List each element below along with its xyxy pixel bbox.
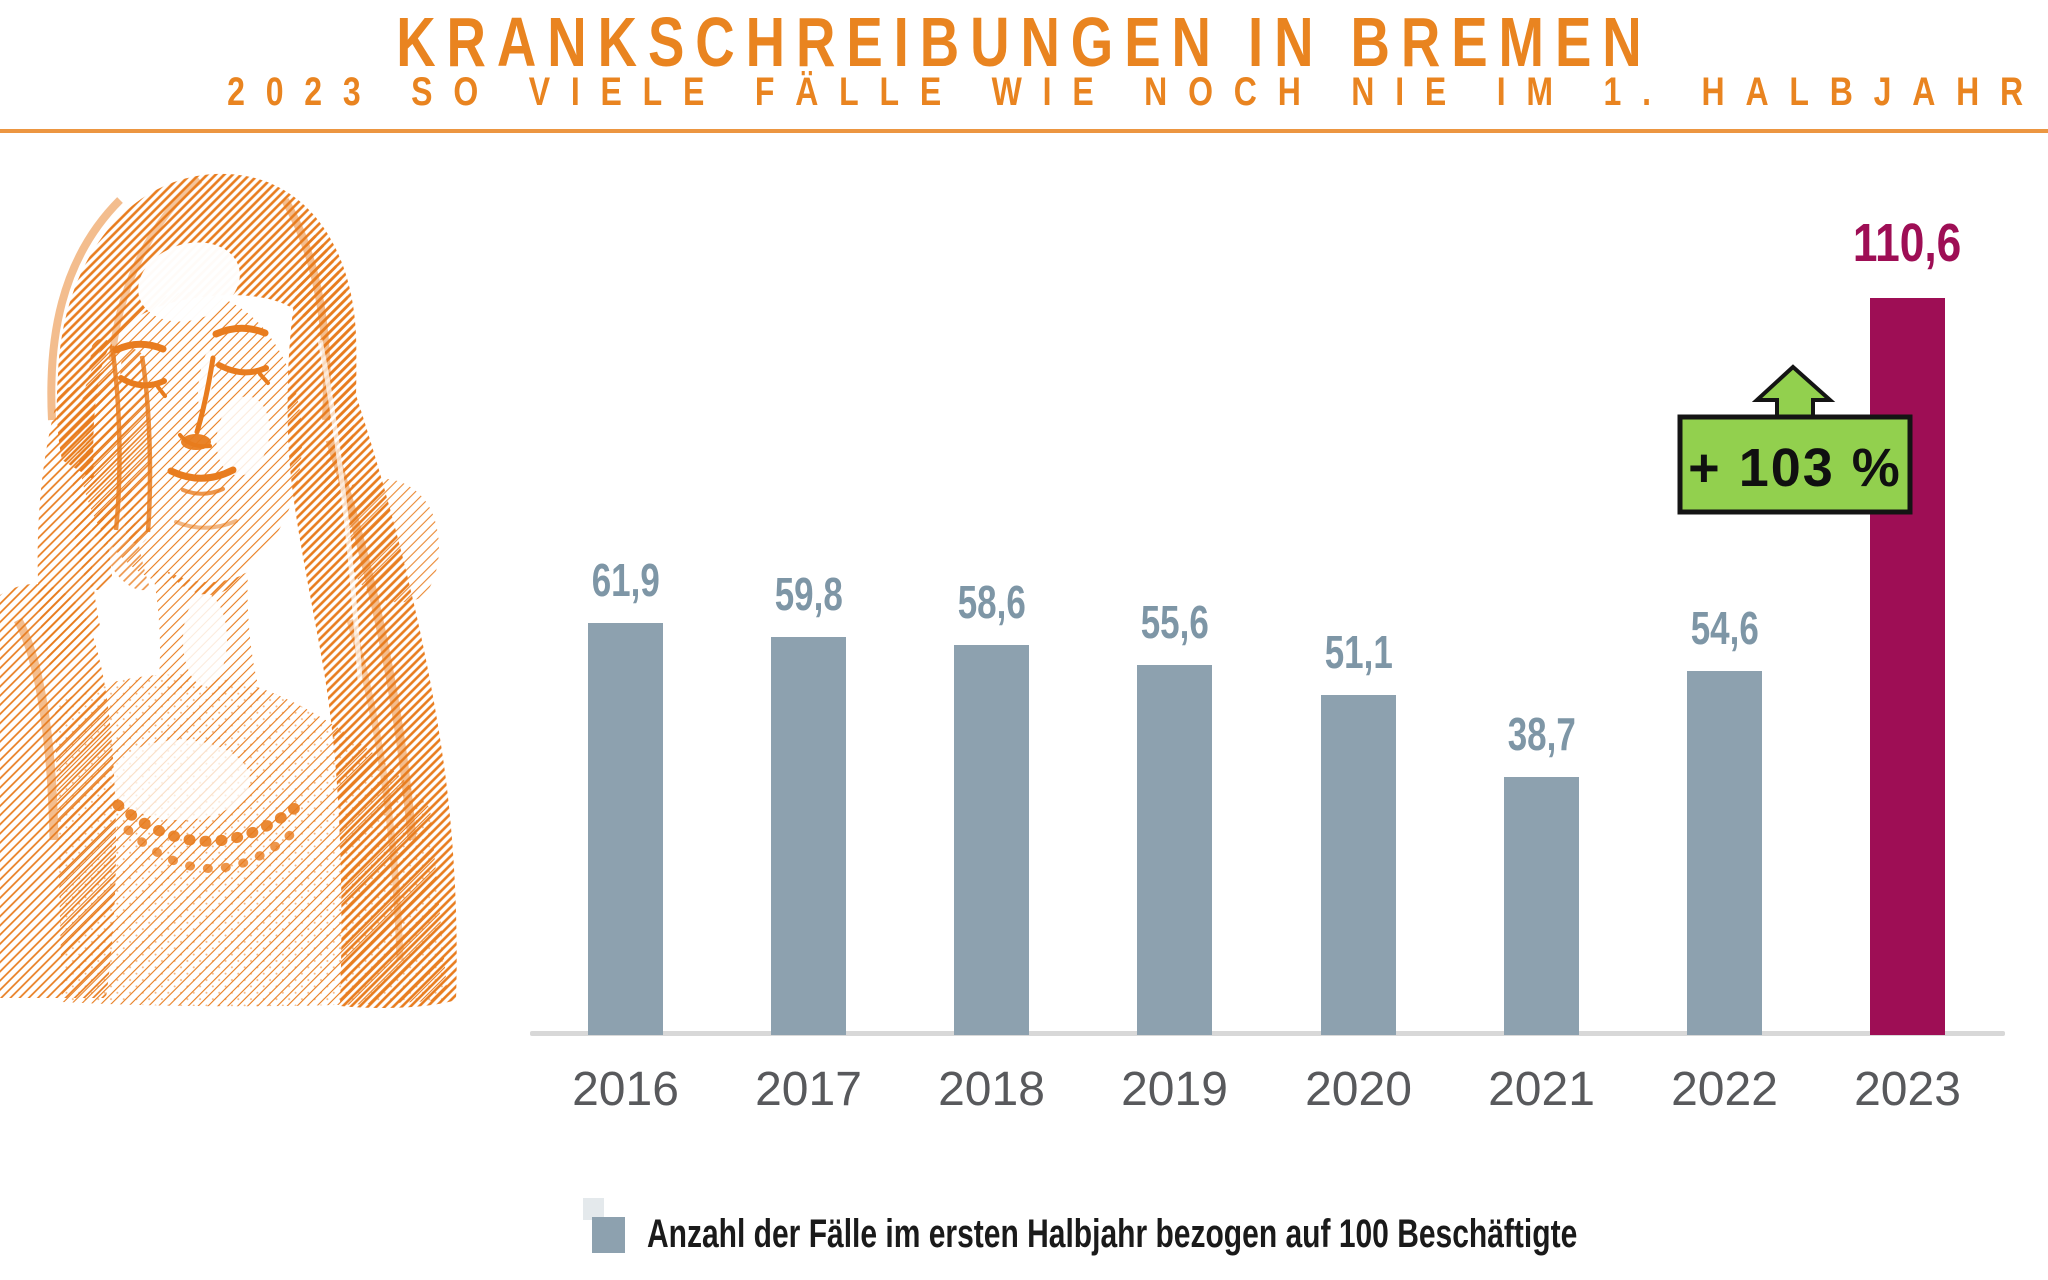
nostril-shadow [181,434,211,450]
face-features [112,324,270,530]
nose-line [194,355,216,435]
finger-edge-2 [139,355,153,533]
value-label-2017: 59,8 [774,568,843,620]
neck-highlight [183,594,227,686]
x-axis-line [530,1031,2005,1036]
annotation-label: + 103 % [1688,438,1902,498]
value-label-2021: 38,7 [1507,708,1576,760]
mouth [167,466,237,482]
annotation-box [1677,414,1913,515]
value-label-2022: 54,6 [1690,602,1759,654]
eye-left-closed [118,375,167,389]
x-tick-2023: 2023 [1854,1063,1961,1116]
legend-label: Anzahl der Fälle im ersten Halbjahr bezo… [647,1212,1578,1256]
chin-shadow [174,519,238,530]
value-label-2016: 61,9 [591,554,660,606]
finger-edge-1 [109,345,122,531]
legend-swatch [592,1217,625,1253]
cheek-highlight [216,396,270,476]
x-tick-2018: 2018 [938,1063,1045,1116]
bar-2016 [588,623,663,1035]
brow-left [112,340,167,354]
x-tick-2022: 2022 [1671,1063,1778,1116]
value-label-2019: 55,6 [1140,596,1209,648]
chest-highlight [110,740,250,820]
value-label-2018: 58,6 [957,576,1026,628]
value-label-2023: 110,6 [1853,213,1962,273]
left-arm-streak [14,617,59,841]
bar-2022 [1687,671,1762,1035]
value-label-2020: 51,1 [1324,626,1393,678]
eye-right-closed [216,362,269,376]
bar-2019 [1137,665,1212,1035]
bar-2018 [954,645,1029,1035]
page-subtitle: 2023 SO VIELE FÄLLE WIE NOCH NIE IM 1. H… [227,70,2044,114]
necklace [112,794,311,873]
hair-crown [56,173,357,510]
x-tick-2016: 2016 [572,1063,679,1116]
lash-right [258,372,270,385]
header-divider [0,129,2048,133]
lash-left [156,385,167,398]
chin-neck-shadow [165,570,245,596]
increase-annotation: + 103 % [1677,364,1913,515]
page-title: KRANKSCHREIBUNGEN IN BREMEN [395,3,1653,81]
bar-2020 [1321,695,1396,1035]
woman-headache-illustration [0,173,457,1008]
brow-right [212,324,269,338]
forehead-highlight [138,242,240,322]
x-tick-2019: 2019 [1121,1063,1228,1116]
hair-highlight-streak [317,339,363,681]
bar-2017 [771,637,846,1035]
finger-2 [118,348,152,544]
x-tick-2017: 2017 [755,1063,862,1116]
lower-lip [181,487,225,496]
legend-swatch-ghost [583,1198,604,1220]
left-arm [0,583,116,998]
x-tick-2020: 2020 [1305,1063,1412,1116]
x-tick-2021: 2021 [1488,1063,1595,1116]
thumb [72,470,112,591]
bar-2021 [1504,777,1579,1035]
